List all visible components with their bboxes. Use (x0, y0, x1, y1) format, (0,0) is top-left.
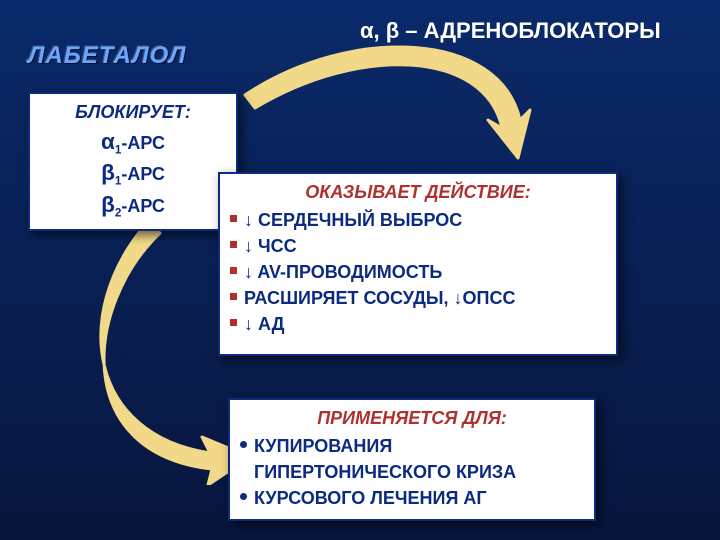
effect-item: ↓ СЕРДЕЧНЫЙ ВЫБРОС (230, 207, 606, 233)
receptor-list: α1-АРСβ1-АРСβ2-АРС (40, 127, 226, 221)
receptor-item: β2-АРС (40, 190, 226, 221)
effect-item: РАСШИРЯЕТ СОСУДЫ, ↓ОПСС (230, 285, 606, 311)
box-effects-title: ОКАЗЫВАЕТ ДЕЙСТВИЕ: (230, 182, 606, 203)
effects-list: ↓ СЕРДЕЧНЫЙ ВЫБРОС↓ ЧСС↓ AV-ПРОВОДИМОСТЬ… (230, 207, 606, 337)
use-item: КУПИРОВАНИЯ ГИПЕРТОНИЧЕСКОГО КРИЗА (240, 433, 584, 485)
box-blocks: БЛОКИРУЕТ: α1-АРСβ1-АРСβ2-АРС (28, 92, 238, 231)
receptor-item: α1-АРС (40, 127, 226, 158)
box-uses-title: ПРИМЕНЯЕТСЯ ДЛЯ: (240, 408, 584, 429)
use-item: КУРСОВОГО ЛЕЧЕНИЯ АГ (240, 485, 584, 511)
drug-name: ЛАБЕТАЛОЛ (28, 42, 187, 70)
box-uses: ПРИМЕНЯЕТСЯ ДЛЯ: КУПИРОВАНИЯ ГИПЕРТОНИЧЕ… (228, 398, 596, 521)
slide-stage: α, β – АДРЕНОБЛОКАТОРЫ ЛАБЕТАЛОЛ БЛОКИРУ… (0, 0, 720, 540)
effect-item: ↓ ЧСС (230, 233, 606, 259)
effect-item: ↓ AV-ПРОВОДИМОСТЬ (230, 259, 606, 285)
effect-item: ↓ АД (230, 311, 606, 337)
receptor-item: β1-АРС (40, 158, 226, 189)
uses-list: КУПИРОВАНИЯ ГИПЕРТОНИЧЕСКОГО КРИЗАКУРСОВ… (240, 433, 584, 511)
box-blocks-title: БЛОКИРУЕТ: (40, 102, 226, 123)
page-title: α, β – АДРЕНОБЛОКАТОРЫ (360, 18, 661, 44)
box-effects: ОКАЗЫВАЕТ ДЕЙСТВИЕ: ↓ СЕРДЕЧНЫЙ ВЫБРОС↓ … (218, 172, 618, 356)
